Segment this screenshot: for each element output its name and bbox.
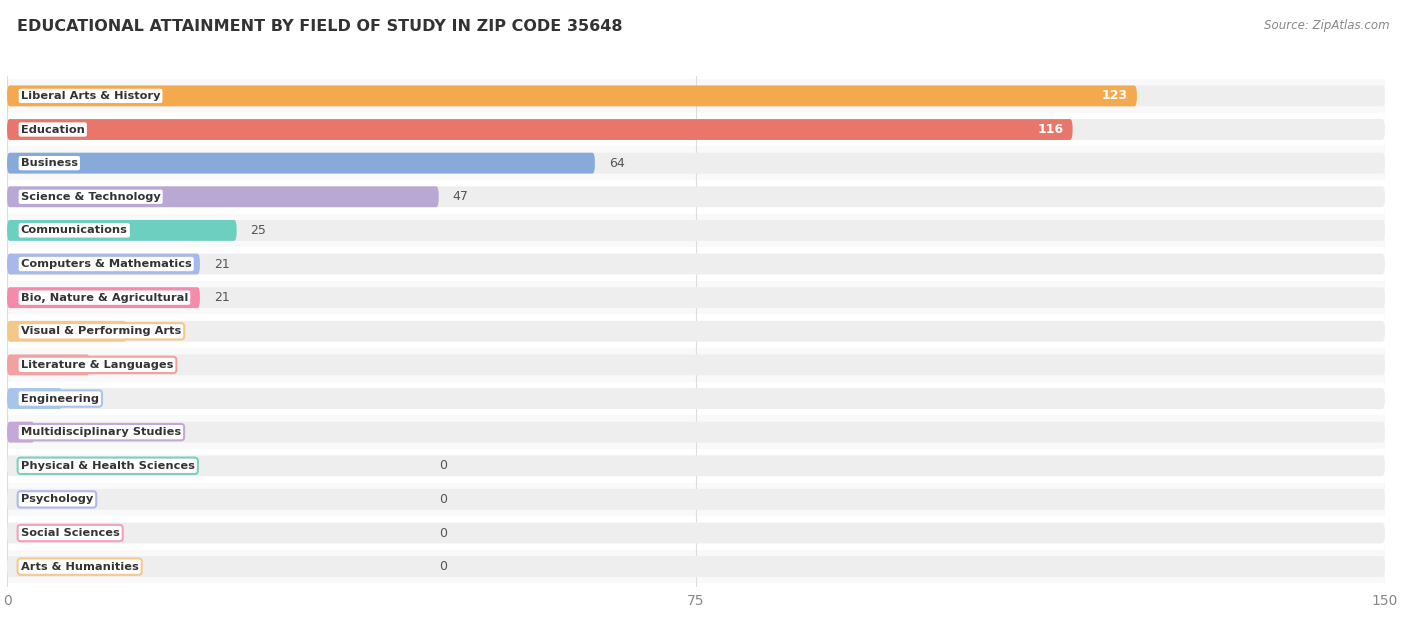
Bar	[7, 382, 1385, 415]
Bar	[7, 449, 1385, 483]
FancyBboxPatch shape	[7, 220, 1385, 241]
FancyBboxPatch shape	[7, 355, 90, 375]
Text: Multidisciplinary Studies: Multidisciplinary Studies	[21, 427, 181, 437]
Text: 21: 21	[214, 257, 229, 271]
FancyBboxPatch shape	[7, 456, 1385, 476]
Text: 64: 64	[609, 156, 624, 170]
FancyBboxPatch shape	[7, 388, 62, 409]
Text: Psychology: Psychology	[21, 495, 93, 504]
Bar	[7, 213, 1385, 247]
FancyBboxPatch shape	[7, 388, 1385, 409]
Bar	[7, 281, 1385, 314]
FancyBboxPatch shape	[7, 153, 1385, 174]
FancyBboxPatch shape	[7, 254, 1385, 274]
Bar	[7, 180, 1385, 213]
FancyBboxPatch shape	[7, 355, 1385, 375]
FancyBboxPatch shape	[7, 522, 1385, 543]
FancyBboxPatch shape	[7, 119, 1073, 140]
FancyBboxPatch shape	[7, 85, 1385, 106]
Text: Science & Technology: Science & Technology	[21, 192, 160, 202]
Text: Source: ZipAtlas.com: Source: ZipAtlas.com	[1264, 19, 1389, 32]
Text: 0: 0	[439, 459, 447, 472]
Text: Literature & Languages: Literature & Languages	[21, 360, 173, 370]
Text: Social Sciences: Social Sciences	[21, 528, 120, 538]
FancyBboxPatch shape	[7, 254, 200, 274]
Text: 116: 116	[1038, 123, 1063, 136]
Bar	[7, 550, 1385, 584]
Bar	[7, 516, 1385, 550]
Text: Education: Education	[21, 124, 84, 134]
FancyBboxPatch shape	[7, 153, 595, 174]
Text: Computers & Mathematics: Computers & Mathematics	[21, 259, 191, 269]
Text: 9: 9	[104, 358, 111, 372]
FancyBboxPatch shape	[7, 85, 1137, 106]
FancyBboxPatch shape	[7, 557, 1385, 577]
FancyBboxPatch shape	[7, 119, 1385, 140]
Bar	[7, 113, 1385, 146]
Bar	[7, 348, 1385, 382]
FancyBboxPatch shape	[7, 321, 127, 342]
FancyBboxPatch shape	[7, 220, 236, 241]
FancyBboxPatch shape	[7, 287, 1385, 308]
Text: 0: 0	[439, 526, 447, 540]
Bar	[7, 483, 1385, 516]
Text: 0: 0	[439, 560, 447, 573]
Bar	[7, 146, 1385, 180]
FancyBboxPatch shape	[7, 422, 35, 442]
FancyBboxPatch shape	[7, 489, 1385, 510]
Text: 21: 21	[214, 291, 229, 304]
Bar	[7, 247, 1385, 281]
Text: 123: 123	[1101, 90, 1128, 102]
Bar	[7, 415, 1385, 449]
Text: 13: 13	[141, 325, 156, 338]
Text: Communications: Communications	[21, 225, 128, 235]
Bar	[7, 314, 1385, 348]
Text: Bio, Nature & Agricultural: Bio, Nature & Agricultural	[21, 293, 188, 303]
FancyBboxPatch shape	[7, 321, 1385, 342]
FancyBboxPatch shape	[7, 186, 439, 207]
Text: 25: 25	[250, 224, 266, 237]
Text: EDUCATIONAL ATTAINMENT BY FIELD OF STUDY IN ZIP CODE 35648: EDUCATIONAL ATTAINMENT BY FIELD OF STUDY…	[17, 19, 623, 34]
Text: Engineering: Engineering	[21, 394, 98, 404]
Text: 3: 3	[48, 426, 56, 439]
Bar	[7, 79, 1385, 113]
FancyBboxPatch shape	[7, 186, 1385, 207]
FancyBboxPatch shape	[7, 422, 1385, 442]
Text: Business: Business	[21, 158, 77, 168]
Text: 0: 0	[439, 493, 447, 506]
Text: Arts & Humanities: Arts & Humanities	[21, 562, 139, 572]
Text: Physical & Health Sciences: Physical & Health Sciences	[21, 461, 194, 471]
Text: 6: 6	[76, 392, 84, 405]
Text: 47: 47	[453, 191, 468, 203]
Text: Visual & Performing Arts: Visual & Performing Arts	[21, 326, 181, 336]
Text: Liberal Arts & History: Liberal Arts & History	[21, 91, 160, 101]
FancyBboxPatch shape	[7, 287, 200, 308]
